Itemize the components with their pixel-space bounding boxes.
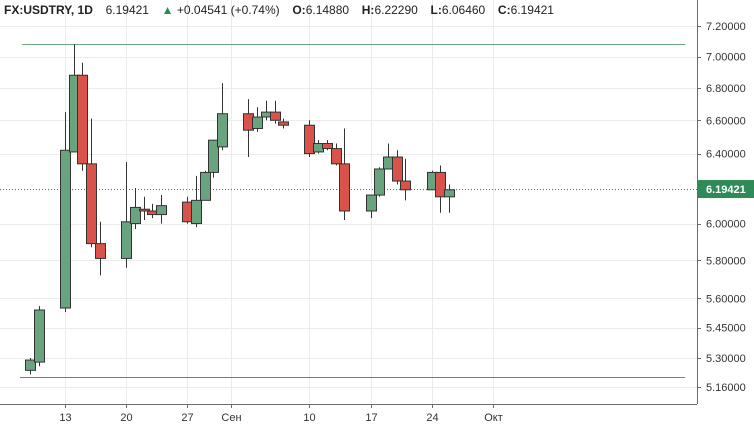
time-tick-label: 17 [365,412,377,424]
time-tick-label: 13 [59,412,71,424]
price-tick-label: 7.20000 [706,21,746,33]
time-tick-label: Окт [484,412,503,424]
price-tick-label: 5.80000 [706,255,746,267]
last-price: 6.19421 [105,3,149,17]
candle-down [95,243,106,259]
price-axis[interactable]: 7.20000 7.00000 6.80000 6.60000 6.40000 6.194… [697,21,754,394]
price-tick-label: 5.45000 [706,323,746,335]
open-label: O: [292,3,306,17]
price-tick-label: 7.00000 [706,52,746,64]
time-tick-label: 20 [120,412,132,424]
low-label: L: [430,3,442,17]
close-label: C: [497,3,511,17]
candle-up [25,359,36,371]
candle-down [392,156,403,182]
candle-down [331,148,342,165]
candle-up [130,206,141,225]
candle-up [60,149,71,309]
open-value: 6.14880 [305,3,350,17]
candle-down [322,143,333,150]
price-tick-label: 6.80000 [706,83,746,95]
candle-up [208,139,219,173]
time-tick-label: 24 [426,412,438,424]
candle-up [34,309,45,363]
price-tick-label: 6.40000 [706,149,746,161]
high-value: 6.22290 [374,3,418,17]
price-tick-label: 5.60000 [706,293,746,305]
candle-up [156,205,167,216]
candle-down [86,163,97,245]
low-value: 6.06460 [441,3,486,17]
close-value: 6.19421 [510,3,554,17]
time-axis[interactable]: 13 20 27 Сен 10 17 24 Окт [59,404,503,424]
candle-up [200,171,211,201]
time-tick-label: 27 [181,412,193,424]
symbol-label: FX:USDTRY, 1D [4,3,93,17]
candle-up [366,194,377,212]
candle-up [217,113,228,148]
last-price-label: 6.19421 [706,184,746,196]
candle-down [304,124,315,155]
candle-up [191,199,202,225]
symbol-header: FX:USDTRY, 1D 6.19421 ▲ +0.04541 (+0.74%… [4,3,554,17]
time-tick-label: 10 [303,412,315,424]
candle-down [400,180,411,191]
change-up-icon: ▲ [161,3,174,17]
candle-up [252,116,263,130]
candle-down [339,163,350,212]
grid-lines [0,0,697,404]
last-price-badge [698,180,754,199]
candle-up [444,189,455,198]
price-tick-label: 6.60000 [706,115,746,127]
price-change: +0.04541 (+0.74%) [176,3,280,17]
time-tick-label: Сен [221,412,241,424]
high-label: H: [361,3,375,17]
candle-down [435,171,446,198]
candle-up [121,221,132,259]
candle-down [278,121,289,126]
candles [25,44,455,375]
candle-down [270,111,281,121]
price-tick-label: 6.00000 [706,219,746,231]
price-tick-label: 5.16000 [706,382,746,394]
price-tick-label: 5.30000 [706,353,746,365]
candle-down [77,74,88,165]
candle-down [139,208,150,212]
candle-up [374,168,385,196]
